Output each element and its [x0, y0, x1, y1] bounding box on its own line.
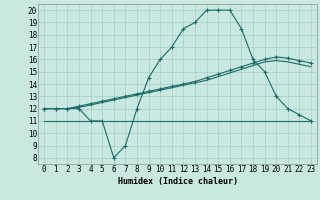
X-axis label: Humidex (Indice chaleur): Humidex (Indice chaleur) — [118, 177, 238, 186]
